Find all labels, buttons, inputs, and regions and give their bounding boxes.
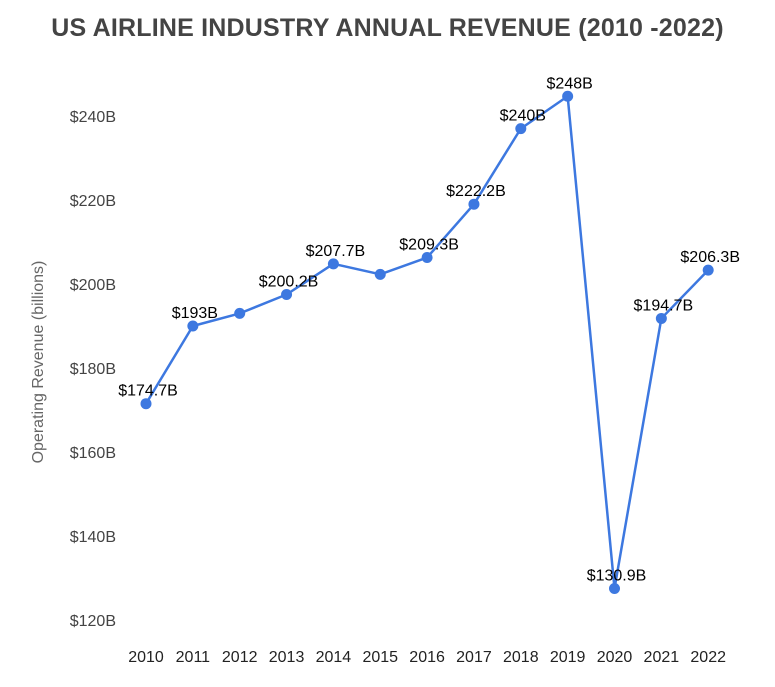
data-point-2017 <box>468 198 480 210</box>
y-axis-label: Operating Revenue (billions) <box>30 261 47 464</box>
data-point-2022 <box>702 264 714 276</box>
data-point-2015 <box>374 268 386 280</box>
y-tick-label: $180B <box>70 361 116 378</box>
y-tick-label: $200B <box>70 277 116 294</box>
x-tick-label: 2015 <box>362 649 398 666</box>
data-label-2010: $174.7B <box>118 383 178 400</box>
data-label-2011: $193B <box>172 305 218 322</box>
x-tick-label: 2020 <box>597 649 633 666</box>
x-tick-label: 2011 <box>176 649 211 666</box>
data-point-2016 <box>421 252 433 264</box>
data-point-2018 <box>515 123 527 135</box>
y-tick-label: $140B <box>70 529 116 546</box>
chart-title: US AIRLINE INDUSTRY ANNUAL REVENUE (2010… <box>51 14 724 42</box>
y-axis: $120B $140B $160B $180B $200B $220B $240B <box>70 109 116 630</box>
x-tick-label: 2010 <box>128 649 164 666</box>
series-line <box>144 95 710 590</box>
x-tick-label: 2021 <box>644 649 680 666</box>
data-point-2011 <box>187 320 199 332</box>
x-tick-label: 2019 <box>550 649 586 666</box>
data-point-2020 <box>609 583 620 594</box>
series-operating-revenue <box>140 90 714 594</box>
y-tick-label: $120B <box>70 613 116 630</box>
x-tick-label: 2014 <box>316 649 352 666</box>
data-point-2010 <box>140 398 152 410</box>
data-label-2013: $200.2B <box>259 274 319 291</box>
x-tick-label: 2022 <box>690 649 726 666</box>
data-label-2021: $194.7B <box>634 297 694 314</box>
x-axis: 2010 2011 2012 2013 2014 2015 2016 2017 2018 2019… <box>128 649 726 666</box>
y-tick-label: $240B <box>70 109 116 126</box>
data-labels: $174.7B $193B $200.2B $207.7B $209.3B $222.2B… <box>118 75 740 584</box>
data-label-2022: $206.3B <box>680 249 740 266</box>
data-label-2018: $240B <box>500 108 546 125</box>
data-label-2019: $248B <box>547 75 593 92</box>
data-point-2021 <box>655 312 667 324</box>
data-label-2020: $130.9B <box>587 568 647 585</box>
x-tick-label: 2012 <box>222 649 258 666</box>
x-tick-label: 2013 <box>269 649 305 666</box>
x-tick-label: 2016 <box>409 649 445 666</box>
data-point-2014 <box>327 258 339 270</box>
x-tick-label: 2018 <box>503 649 539 666</box>
data-point-2019 <box>562 90 574 102</box>
data-label-2014: $207.7B <box>306 243 366 260</box>
data-point-2012 <box>234 307 246 319</box>
y-tick-label: $160B <box>70 445 116 462</box>
data-label-2016: $209.3B <box>399 237 459 254</box>
x-tick-label: 2017 <box>456 649 492 666</box>
data-point-2013 <box>281 289 293 300</box>
data-label-2017: $222.2B <box>446 183 506 200</box>
y-tick-label: $220B <box>70 193 116 210</box>
